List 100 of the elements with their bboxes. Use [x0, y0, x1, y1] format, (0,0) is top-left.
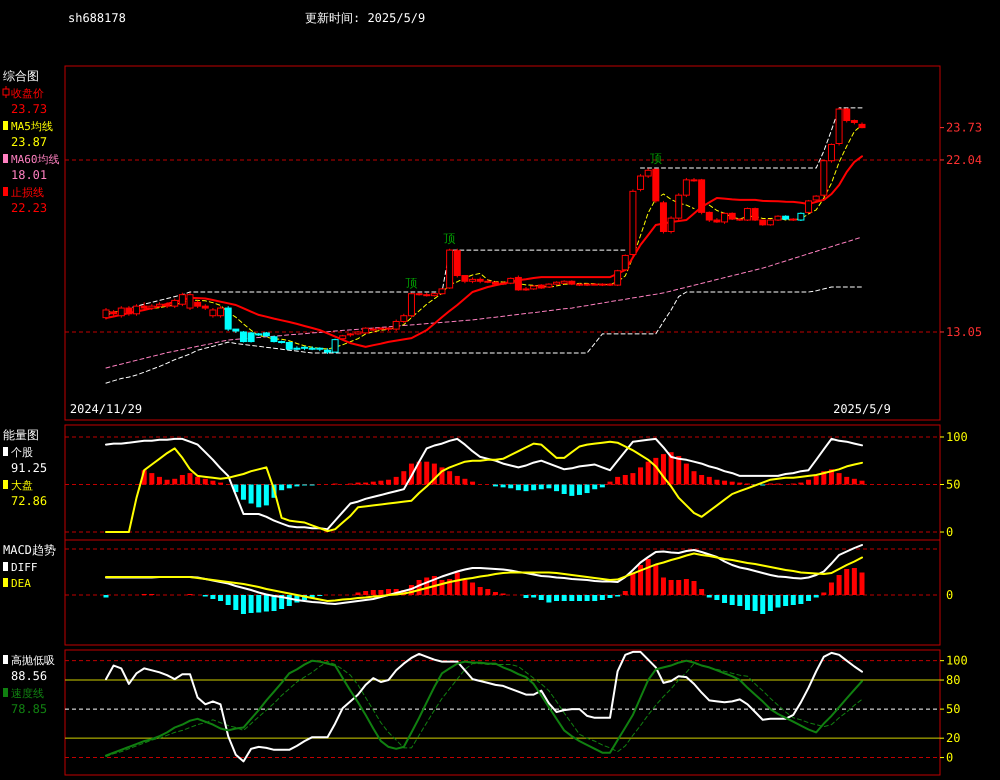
y-tick-label: 0 — [946, 525, 954, 540]
bar — [378, 590, 384, 595]
bar — [462, 580, 468, 595]
text: 顶 — [405, 276, 418, 290]
bar — [576, 484, 582, 495]
legend-label: 高抛低吸 — [11, 654, 55, 667]
bar — [538, 595, 544, 600]
bar — [370, 590, 376, 595]
bar — [485, 589, 490, 595]
bar — [646, 462, 651, 484]
bar — [814, 476, 819, 484]
bar — [516, 484, 521, 490]
bar — [492, 592, 498, 595]
bar — [576, 595, 582, 601]
bar — [454, 476, 460, 484]
bar — [210, 480, 216, 484]
bar — [722, 595, 728, 603]
bar — [790, 595, 796, 605]
bar — [470, 482, 476, 484]
bar — [828, 582, 834, 595]
text: sh688178 — [68, 11, 126, 25]
bar — [806, 480, 812, 484]
bar — [554, 595, 560, 601]
text: 18.01 — [11, 168, 48, 182]
x-tick-label: 2024/11/29 — [70, 402, 142, 416]
bar — [202, 478, 208, 484]
bar — [188, 473, 192, 484]
bar — [149, 473, 154, 484]
bar — [562, 595, 567, 601]
bar — [546, 595, 552, 602]
bar — [844, 476, 850, 484]
bar — [363, 591, 368, 595]
bar — [500, 484, 506, 488]
bar — [752, 595, 758, 611]
legend-label: MA5均线 — [11, 120, 53, 133]
bar — [164, 480, 170, 484]
x-tick-label: 2025/5/9 — [833, 402, 891, 416]
bar — [240, 595, 246, 614]
bar — [172, 478, 178, 484]
bar — [569, 484, 574, 496]
bar — [630, 572, 636, 595]
bar — [714, 480, 720, 484]
bar — [699, 589, 704, 595]
bar — [722, 480, 728, 484]
bar — [378, 480, 384, 484]
bar — [852, 568, 857, 595]
y-tick-label: 80 — [946, 673, 960, 688]
bar — [798, 595, 804, 604]
bar — [737, 595, 742, 606]
bar — [730, 482, 735, 484]
y-tick-label: 22.04 — [946, 152, 982, 167]
text: 顶 — [444, 232, 456, 246]
bar — [844, 569, 850, 595]
bar — [630, 473, 636, 484]
chart-title: 能量图 — [3, 428, 39, 442]
bar — [424, 462, 430, 484]
bar — [454, 572, 460, 595]
bar — [584, 484, 590, 494]
y-tick-label: 0 — [946, 750, 954, 765]
bar — [531, 484, 536, 490]
bar — [692, 581, 696, 595]
bar — [860, 572, 864, 595]
text: 23.87 — [11, 135, 48, 149]
bar — [860, 480, 864, 484]
bar — [714, 595, 720, 600]
legend-label: DEA — [11, 577, 32, 590]
bar — [226, 595, 231, 605]
bar — [660, 578, 666, 595]
bar — [370, 482, 376, 484]
y-tick-label: 100 — [946, 654, 968, 668]
bar — [600, 595, 605, 600]
legend-label: 止损线 — [11, 186, 44, 199]
bar — [447, 471, 452, 484]
text: 顶 — [650, 151, 662, 166]
bar — [248, 595, 254, 613]
bar — [554, 484, 560, 492]
bar — [180, 474, 185, 484]
bar — [394, 476, 399, 484]
bar — [730, 595, 735, 605]
bar — [210, 595, 216, 599]
bar — [684, 464, 689, 484]
text: 72.86 — [11, 494, 48, 508]
y-tick-label: 23.73 — [946, 120, 982, 135]
y-tick-label: 50 — [946, 702, 960, 716]
bar — [240, 484, 246, 500]
bar — [638, 565, 644, 595]
bar — [233, 595, 238, 610]
bar — [615, 476, 620, 484]
bar — [692, 471, 696, 484]
bar — [256, 595, 262, 612]
bar — [676, 456, 682, 484]
y-tick-label: 20 — [946, 731, 960, 746]
bar — [622, 591, 628, 595]
text: 78.85 — [11, 702, 48, 716]
bar — [608, 595, 612, 598]
bar — [836, 473, 842, 484]
bar — [569, 595, 574, 601]
bar — [783, 595, 788, 606]
legend-label: DIFF — [11, 561, 38, 574]
bar — [264, 595, 269, 612]
